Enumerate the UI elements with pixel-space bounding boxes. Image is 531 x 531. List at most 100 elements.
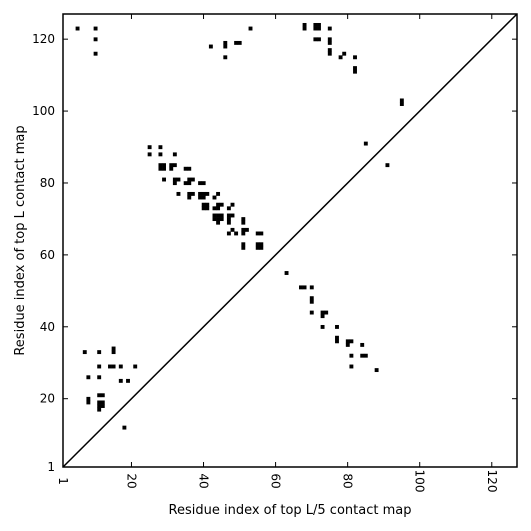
- contact-cell-upper: [158, 163, 163, 168]
- contact-cell-lower: [309, 296, 314, 301]
- y-tick-label: 60: [40, 248, 55, 262]
- contact-cell-lower: [97, 364, 102, 369]
- contact-cell-upper: [230, 213, 235, 218]
- contact-cell-upper: [169, 163, 174, 168]
- contact-cell-upper: [223, 40, 228, 45]
- x-tick-label: 1: [56, 477, 70, 485]
- contact-cell-upper: [234, 40, 239, 45]
- contact-cell-upper: [216, 202, 221, 207]
- contact-cell-upper: [216, 217, 221, 222]
- contact-cell-lower: [309, 285, 314, 290]
- contact-cell-upper: [162, 177, 166, 182]
- contact-cell-lower: [122, 425, 127, 430]
- contact-cell-upper: [302, 26, 307, 31]
- contact-cell-upper: [255, 245, 260, 250]
- contact-cell-lower: [97, 404, 102, 408]
- contact-cell-upper: [255, 231, 260, 236]
- contact-cell-upper: [226, 217, 231, 222]
- contact-cell-upper: [230, 202, 235, 207]
- contact-cell-upper: [162, 163, 166, 168]
- contact-cell-upper: [317, 37, 321, 42]
- diagonal-line: [62, 13, 518, 468]
- contact-cell-upper: [216, 206, 221, 211]
- contact-cell-upper: [237, 40, 242, 45]
- contact-cell-upper: [223, 55, 228, 60]
- contact-cell-lower: [374, 368, 379, 373]
- contact-cell-upper: [219, 217, 224, 222]
- contact-cell-upper: [338, 55, 343, 60]
- x-tick-label: 40: [197, 473, 211, 488]
- contact-cell-lower: [97, 400, 102, 405]
- contact-cell-upper: [327, 51, 332, 56]
- contact-cell-upper: [313, 37, 318, 42]
- contact-cell-lower: [360, 342, 365, 347]
- y-tick-label: 80: [40, 176, 55, 190]
- contact-cell-upper: [212, 217, 217, 222]
- contact-cell-upper: [302, 22, 307, 27]
- contact-cell-lower: [97, 375, 102, 380]
- contact-cell-upper: [201, 206, 206, 211]
- contact-cell-upper: [183, 181, 188, 186]
- contact-cell-lower: [309, 299, 314, 304]
- contact-cell-upper: [172, 181, 177, 186]
- contact-cell-upper: [147, 152, 152, 157]
- contact-cell-upper: [313, 22, 318, 27]
- contact-cell-upper: [176, 177, 181, 182]
- contact-cell-upper: [241, 217, 246, 222]
- contact-cell-upper: [190, 191, 195, 196]
- contact-cell-upper: [342, 51, 347, 56]
- x-tick-label: 100: [413, 470, 427, 493]
- contact-cell-upper: [198, 191, 203, 196]
- contact-cell-upper: [172, 163, 177, 168]
- contact-cell-lower: [299, 285, 303, 290]
- contact-cell-upper: [201, 202, 206, 207]
- contact-cell-upper: [353, 69, 357, 74]
- contact-cell-upper: [176, 191, 181, 196]
- contact-cell-upper: [327, 37, 332, 42]
- x-tick-label: 60: [269, 473, 283, 488]
- contact-cell-lower: [118, 364, 123, 369]
- contact-cell-upper: [259, 245, 264, 250]
- contact-cell-upper: [327, 40, 332, 45]
- contact-cell-lower: [309, 310, 314, 315]
- contact-cell-upper: [219, 202, 224, 207]
- contact-cell-lower: [360, 353, 365, 358]
- contact-cell-upper: [241, 231, 246, 236]
- contact-cell-lower: [82, 350, 87, 355]
- contact-cell-upper: [219, 213, 224, 218]
- contact-cell-upper: [162, 166, 166, 171]
- contact-cell-lower: [86, 375, 91, 380]
- contact-cell-upper: [259, 231, 264, 236]
- contact-cell-upper: [385, 163, 390, 168]
- y-tick-label: 20: [40, 392, 55, 406]
- contact-cell-lower: [111, 346, 116, 351]
- contact-cell-lower: [111, 364, 116, 369]
- x-axis-label: Residue index of top L/5 contact map: [169, 503, 412, 518]
- contact-cell-upper: [241, 227, 246, 232]
- contact-cell-upper: [158, 166, 163, 171]
- contact-cell-lower: [345, 339, 350, 344]
- x-tick-label: 80: [341, 473, 355, 488]
- contact-cell-lower: [335, 324, 339, 329]
- contact-cell-lower: [100, 393, 105, 398]
- y-tick-label: 100: [32, 104, 55, 118]
- contact-cell-upper: [198, 195, 203, 200]
- contact-cell-upper: [226, 206, 231, 211]
- contact-cell-upper: [205, 202, 210, 207]
- contact-cell-upper: [226, 220, 231, 225]
- contact-cell-upper: [234, 231, 239, 236]
- contact-cell-upper: [327, 48, 332, 53]
- contact-cell-lower: [100, 400, 105, 405]
- contact-cell-lower: [133, 364, 138, 369]
- contact-cell-upper: [158, 152, 163, 157]
- contact-cell-lower: [335, 335, 339, 340]
- contact-cell-upper: [248, 26, 253, 31]
- contact-cell-lower: [345, 342, 350, 347]
- y-tick-label: 1: [47, 460, 55, 474]
- contact-cell-upper: [353, 55, 357, 60]
- contact-cell-upper: [363, 141, 368, 146]
- contact-cell-lower: [284, 271, 289, 275]
- contact-cell-lower: [86, 400, 91, 405]
- plot-frame: [62, 13, 518, 468]
